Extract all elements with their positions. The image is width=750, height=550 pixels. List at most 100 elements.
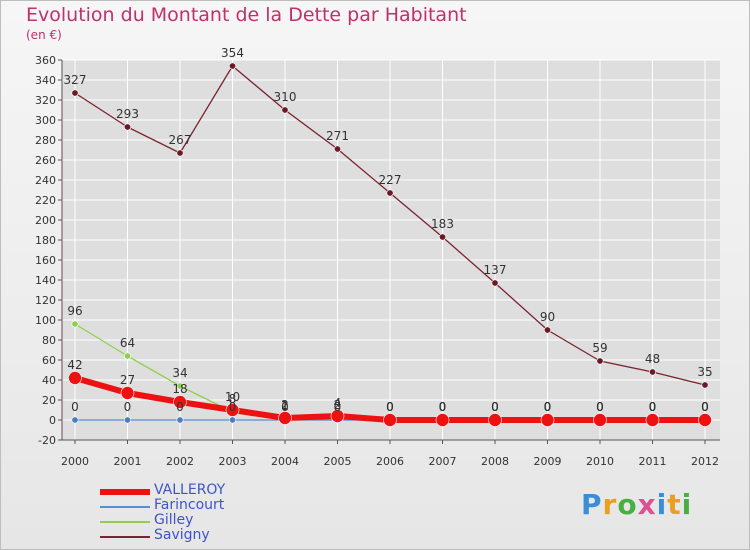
data-point-farincourt [176, 416, 184, 424]
x-tick-label: 2007 [429, 455, 457, 468]
data-label-valleroy: 0 [596, 400, 604, 414]
data-point-savigny [648, 368, 656, 376]
data-label-savigny: 271 [326, 129, 349, 143]
data-label-gilley: 0 [386, 400, 394, 414]
data-label-farincourt: 0 [281, 400, 289, 414]
chart-legend: VALLEROY Farincourt Gilley Savigny [100, 482, 300, 544]
data-point-farincourt [71, 416, 79, 424]
data-label-farincourt: 0 [596, 400, 604, 414]
x-tick-label: 2001 [114, 455, 142, 468]
data-label-valleroy: 0 [386, 400, 394, 414]
data-label-gilley: 8 [229, 392, 237, 406]
data-label-farincourt: 0 [491, 400, 499, 414]
unit-label: (en €) [26, 28, 62, 42]
data-label-gilley: 0 [544, 400, 552, 414]
x-tick-label: 2006 [376, 455, 404, 468]
data-label-savigny: 90 [540, 310, 555, 324]
data-point-savigny [71, 89, 79, 97]
legend-label: VALLEROY [154, 482, 226, 498]
y-tick-label: 140 [35, 274, 56, 287]
plot-area [62, 60, 720, 440]
data-point-farincourt [229, 416, 237, 424]
x-tick-label: 2011 [639, 455, 667, 468]
data-label-farincourt: 0 [124, 400, 132, 414]
chart-title: Evolution du Montant de la Dette par Hab… [26, 4, 467, 26]
data-label-farincourt: 0 [544, 400, 552, 414]
x-tick-label: 2004 [271, 455, 299, 468]
data-point-savigny [491, 279, 499, 287]
data-label-valleroy: 0 [491, 400, 499, 414]
legend-label: Gilley [154, 512, 194, 528]
data-point-valleroy [488, 413, 502, 427]
logo-letter: i [681, 488, 693, 521]
data-point-valleroy [698, 413, 712, 427]
data-label-savigny: 59 [592, 341, 607, 355]
data-point-gilley [176, 382, 184, 390]
data-label-savigny: 327 [64, 73, 87, 87]
data-point-valleroy [593, 413, 607, 427]
data-point-valleroy [645, 413, 660, 427]
data-label-valleroy: 0 [439, 400, 447, 414]
y-tick-label: 100 [35, 314, 56, 327]
legend-swatch [100, 489, 150, 495]
data-label-gilley: 0 [491, 400, 499, 414]
data-label-savigny: 48 [645, 352, 660, 366]
data-label-savigny: 35 [697, 365, 712, 379]
x-tick-label: 2012 [691, 455, 719, 468]
data-label-valleroy: 42 [67, 358, 82, 372]
data-label-valleroy: 0 [649, 400, 657, 414]
y-tick-label: 60 [42, 354, 56, 367]
data-point-valleroy [383, 413, 397, 427]
y-tick-label: 200 [35, 214, 56, 227]
data-point-savigny [438, 233, 446, 241]
data-label-valleroy: 27 [120, 373, 135, 387]
data-label-savigny: 310 [274, 90, 297, 104]
data-point-valleroy [330, 409, 345, 423]
legend-swatch [100, 506, 150, 508]
data-label-farincourt: 0 [701, 400, 709, 414]
x-tick-label: 2008 [481, 455, 509, 468]
y-tick-label: 20 [42, 394, 56, 407]
y-tick-label: 220 [35, 194, 56, 207]
data-label-farincourt: 0 [334, 400, 342, 414]
data-label-savigny: 354 [221, 46, 244, 60]
data-label-valleroy: 0 [544, 400, 552, 414]
data-point-gilley [124, 352, 132, 360]
data-label-farincourt: 0 [439, 400, 447, 414]
data-label-valleroy: 4 [334, 396, 342, 410]
data-point-farincourt [124, 416, 132, 424]
proxiti-logo: Proxiti [581, 488, 692, 521]
y-tick-label: 180 [35, 234, 56, 247]
data-label-gilley: 1 [281, 399, 289, 413]
data-label-gilley: 64 [120, 336, 135, 350]
y-tick-label: 340 [35, 74, 56, 87]
data-point-savigny [281, 106, 289, 114]
data-label-farincourt: 0 [649, 400, 657, 414]
x-tick-label: 2010 [586, 455, 614, 468]
legend-swatch [100, 536, 150, 538]
data-label-gilley: 0 [439, 400, 447, 414]
data-label-gilley: 2 [334, 398, 342, 412]
data-label-savigny: 267 [169, 133, 192, 147]
data-point-valleroy [225, 403, 240, 417]
y-tick-label: 40 [42, 374, 56, 387]
logo-letter: i [656, 488, 668, 521]
legend-swatch [100, 521, 150, 523]
legend-label: Farincourt [154, 497, 225, 513]
x-tick-label: 2003 [219, 455, 247, 468]
data-label-farincourt: 0 [386, 400, 394, 414]
data-point-savigny [333, 145, 341, 153]
data-label-valleroy: 10 [225, 390, 240, 404]
legend-item-savigny: Savigny [100, 527, 300, 544]
data-point-valleroy [435, 413, 450, 427]
x-tick-label: 2000 [61, 455, 89, 468]
data-label-gilley: 0 [596, 400, 604, 414]
x-tick-label: 2005 [324, 455, 352, 468]
data-label-gilley: 0 [701, 400, 709, 414]
data-label-gilley: 34 [172, 366, 187, 380]
y-tick-label: 120 [35, 294, 56, 307]
logo-letter: o [617, 488, 638, 521]
data-label-valleroy: 18 [172, 382, 187, 396]
data-label-savigny: 227 [379, 173, 402, 187]
